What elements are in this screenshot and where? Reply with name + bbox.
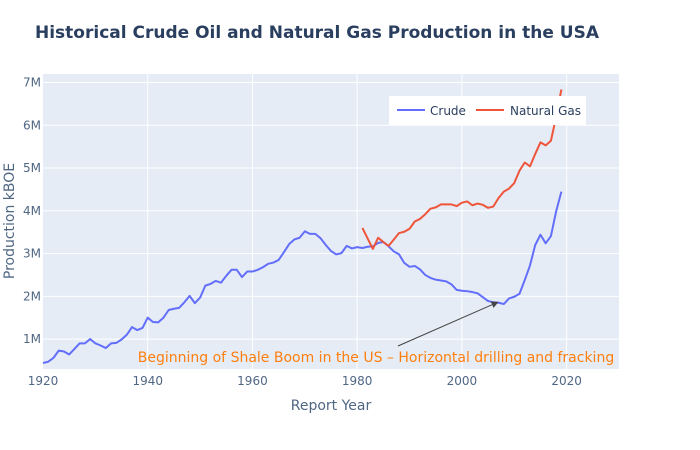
y-axis-ticks: 1M 2M 3M 4M 5M 6M 7M — [23, 76, 41, 347]
x-tick-label: 1980 — [342, 374, 373, 388]
grid — [43, 74, 619, 369]
series-line-crude — [42, 191, 563, 364]
legend-item-crude[interactable]: Crude — [397, 104, 466, 118]
y-tick-label: 5M — [23, 161, 41, 175]
y-tick-label: 3M — [23, 247, 41, 261]
x-axis-label: Report Year — [291, 398, 372, 414]
x-axis-ticks: 1920 1940 1960 1980 2000 2020 — [28, 374, 582, 388]
annotation-arrowhead — [490, 301, 499, 308]
x-tick-label: 2020 — [551, 374, 582, 388]
legend-label-natural-gas: Natural Gas — [510, 104, 581, 118]
y-tick-label: 2M — [23, 289, 41, 303]
y-tick-label: 4M — [23, 204, 41, 218]
y-tick-label: 7M — [23, 76, 41, 90]
y-tick-label: 1M — [23, 332, 41, 346]
x-tick-label: 1920 — [28, 374, 59, 388]
series-layer — [42, 89, 563, 364]
x-tick-label: 1960 — [237, 374, 268, 388]
legend[interactable]: Crude Natural Gas — [389, 96, 586, 125]
y-axis-label: Production kBOE — [2, 163, 18, 279]
x-tick-label: 1940 — [132, 374, 163, 388]
legend-item-natural-gas[interactable]: Natural Gas — [476, 104, 581, 118]
annotation-arrow — [397, 304, 493, 347]
chart-title: Historical Crude Oil and Natural Gas Pro… — [35, 23, 600, 43]
series-line-natural-gas — [361, 89, 563, 250]
legend-label-crude: Crude — [430, 104, 466, 118]
y-tick-label: 6M — [23, 118, 41, 132]
annotation-layer: Beginning of Shale Boom in the US – Hori… — [138, 301, 614, 366]
x-tick-label: 2000 — [447, 374, 478, 388]
annotation-text: Beginning of Shale Boom in the US – Hori… — [138, 350, 614, 366]
